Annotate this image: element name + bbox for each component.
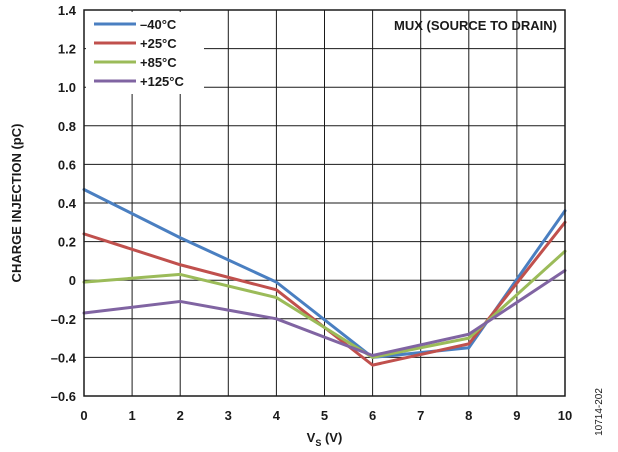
y-tick-label: 0.8 — [58, 119, 76, 134]
y-tick-label: 0.6 — [58, 157, 76, 172]
x-tick-label: 10 — [558, 408, 572, 423]
y-tick-labels: –0.6 –0.4 –0.2 0 0.2 0.4 0.6 0.8 1.0 1.2 1.4 — [51, 3, 77, 404]
x-tick-label: 5 — [321, 408, 328, 423]
x-tick-label: 2 — [177, 408, 184, 423]
legend-label: +25°C — [140, 36, 177, 51]
y-tick-label: 0.2 — [58, 235, 76, 250]
y-tick-label: 0 — [69, 273, 76, 288]
x-tick-label: 8 — [465, 408, 472, 423]
x-tick-labels: 0 1 2 3 4 5 6 7 8 9 10 — [80, 408, 572, 423]
legend-label: +85°C — [140, 55, 177, 70]
legend-label: –40°C — [140, 17, 177, 32]
x-tick-label: 6 — [369, 408, 376, 423]
legend-label: +125°C — [140, 74, 184, 89]
y-tick-label: –0.2 — [51, 312, 76, 327]
x-tick-label: 4 — [273, 408, 281, 423]
y-tick-label: –0.6 — [51, 389, 76, 404]
x-tick-label: 7 — [417, 408, 424, 423]
x-axis-title: VS (V) — [307, 430, 343, 448]
y-axis-title: CHARGE INJECTION (pC) — [9, 124, 24, 283]
y-tick-label: 1.0 — [58, 80, 76, 95]
figure-id: 10714-202 — [594, 388, 605, 436]
y-tick-label: 1.4 — [58, 3, 77, 18]
series-lines — [82, 187, 567, 367]
y-tick-label: 0.4 — [58, 196, 77, 211]
x-tick-label: 1 — [128, 408, 135, 423]
legend: –40°C +25°C +85°C +125°C — [86, 12, 204, 94]
x-tick-label: 9 — [513, 408, 520, 423]
chart-annotation: MUX (SOURCE TO DRAIN) — [394, 18, 557, 33]
x-tick-label: 3 — [225, 408, 232, 423]
y-tick-label: –0.4 — [51, 350, 77, 365]
x-tick-label: 0 — [80, 408, 87, 423]
series-line — [82, 269, 567, 357]
plot-frame — [83, 9, 566, 397]
y-tick-label: 1.2 — [58, 42, 76, 57]
